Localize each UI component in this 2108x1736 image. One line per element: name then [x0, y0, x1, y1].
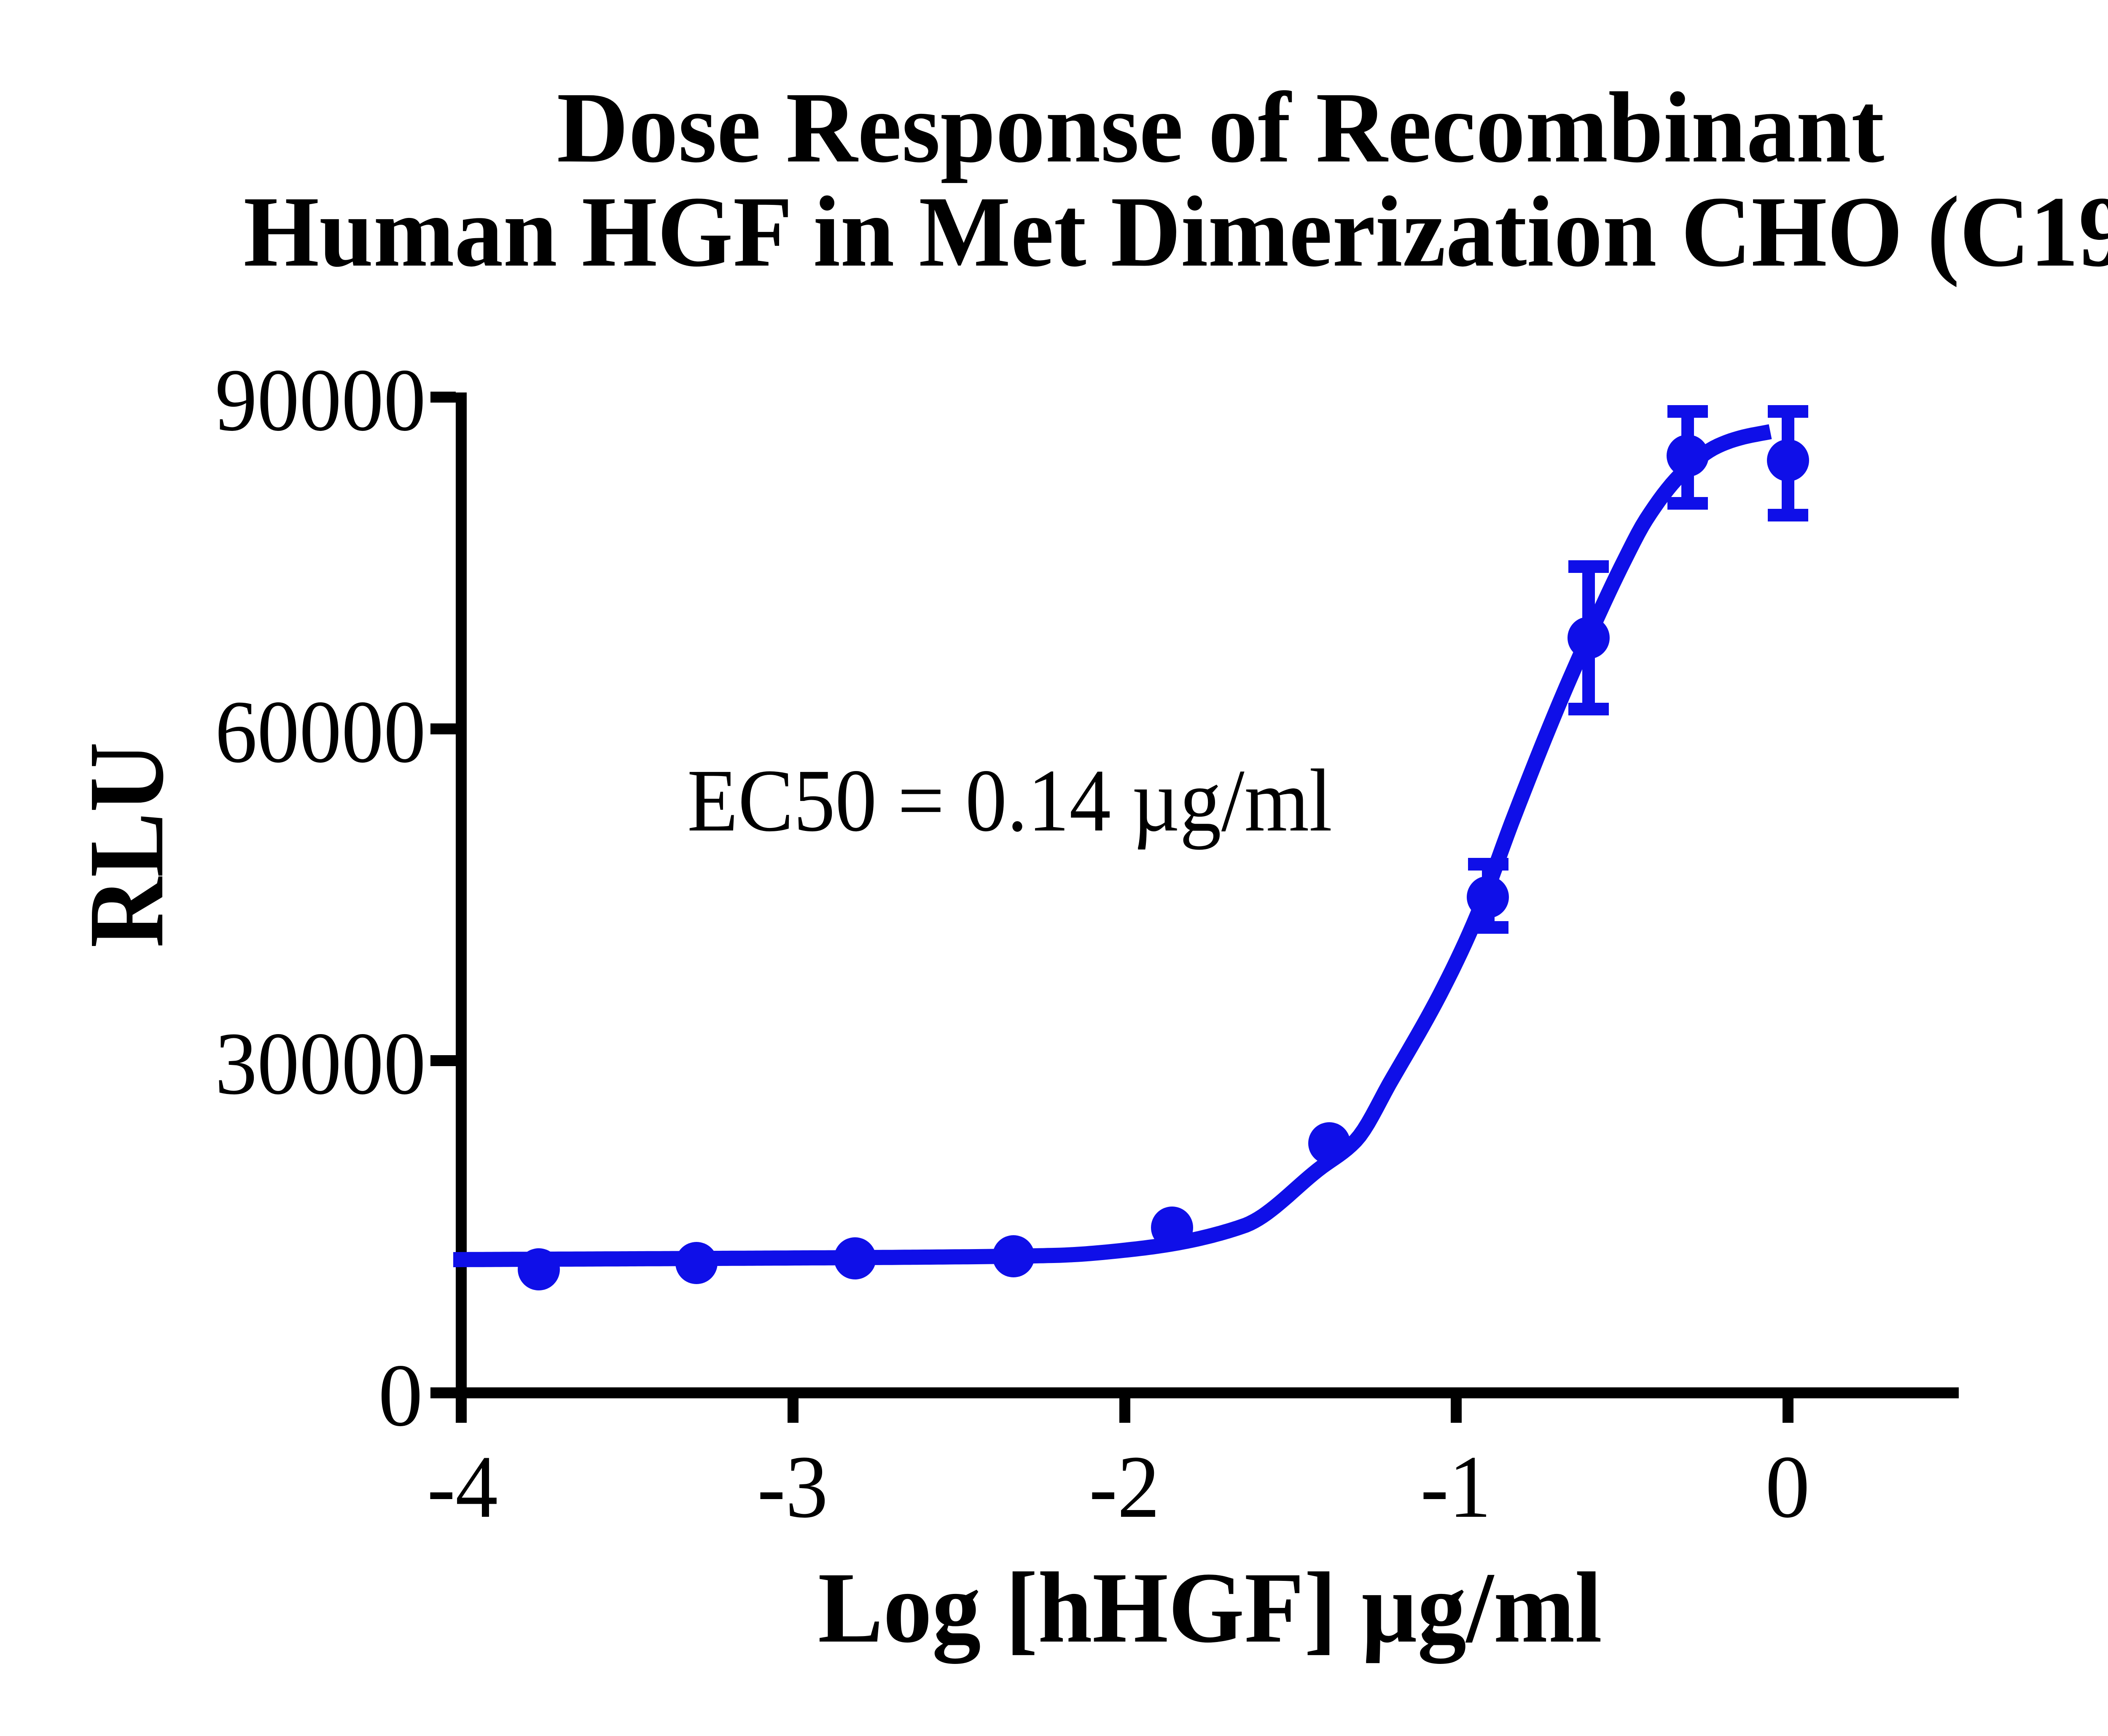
svg-text:-2: -2 [1089, 1437, 1160, 1536]
svg-text:90000: 90000 [215, 350, 426, 449]
svg-text:Log [hHGF] µg/ml: Log [hHGF] µg/ml [818, 1551, 1602, 1664]
svg-text:-4: -4 [427, 1437, 498, 1536]
svg-text:EC50 = 0.14 µg/ml: EC50 = 0.14 µg/ml [687, 751, 1332, 850]
svg-text:-1: -1 [1420, 1437, 1491, 1536]
svg-text:30000: 30000 [215, 1014, 426, 1113]
svg-text:Dose Response of Recombinant: Dose Response of Recombinant [557, 71, 1885, 183]
svg-text:Human HGF in Met Dimerization: Human HGF in Met Dimerization CHO (C19) [244, 175, 2108, 288]
svg-text:RLU: RLU [67, 742, 186, 948]
svg-text:-3: -3 [757, 1437, 828, 1536]
svg-text:0: 0 [1765, 1437, 1810, 1536]
svg-text:0: 0 [378, 1346, 423, 1445]
svg-text:60000: 60000 [215, 682, 426, 781]
